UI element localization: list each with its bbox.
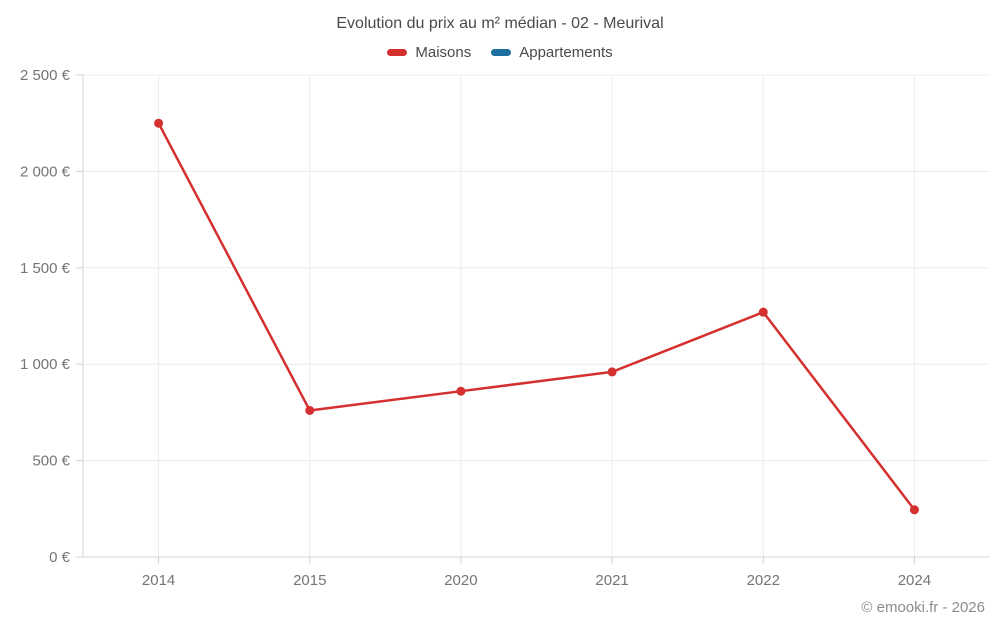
legend-label-appartements: Appartements (519, 44, 613, 61)
x-tick-label: 2020 (444, 572, 477, 589)
series-line-maisons (157, 122, 916, 511)
chart-title: Evolution du prix au m² médian - 02 - Me… (336, 15, 664, 32)
data-point-maisons[interactable] (305, 405, 315, 415)
data-point-maisons[interactable] (456, 386, 466, 396)
copyright-footer: © emooki.fr - 2026 (861, 599, 985, 616)
y-tick-label: 0 € (49, 549, 71, 566)
x-tick-label: 2015 (293, 572, 326, 589)
y-tick-label: 1 000 € (20, 356, 71, 373)
data-point-maisons[interactable] (758, 307, 768, 317)
data-point-maisons[interactable] (909, 505, 919, 515)
data-point-maisons[interactable] (154, 118, 164, 128)
legend-swatch-appartements (491, 49, 512, 56)
y-tick-label: 2 000 € (20, 163, 71, 180)
legend-item-maisons[interactable]: Maisons (387, 44, 471, 61)
x-tick-label: 2014 (142, 572, 175, 589)
chart-legend: Maisons Appartements (0, 44, 1000, 61)
y-tick-label: 500 € (32, 453, 70, 470)
x-tick-label: 2024 (898, 572, 931, 589)
y-tick-label: 1 500 € (20, 260, 71, 277)
legend-label-maisons: Maisons (415, 44, 472, 61)
x-tick-label: 2022 (747, 572, 780, 589)
y-tick-label: 2 500 € (20, 67, 71, 84)
legend-item-appartements[interactable]: Appartements (491, 44, 613, 61)
x-tick-label: 2021 (595, 572, 628, 589)
data-point-maisons[interactable] (607, 367, 617, 377)
legend-swatch-maisons (387, 49, 408, 56)
